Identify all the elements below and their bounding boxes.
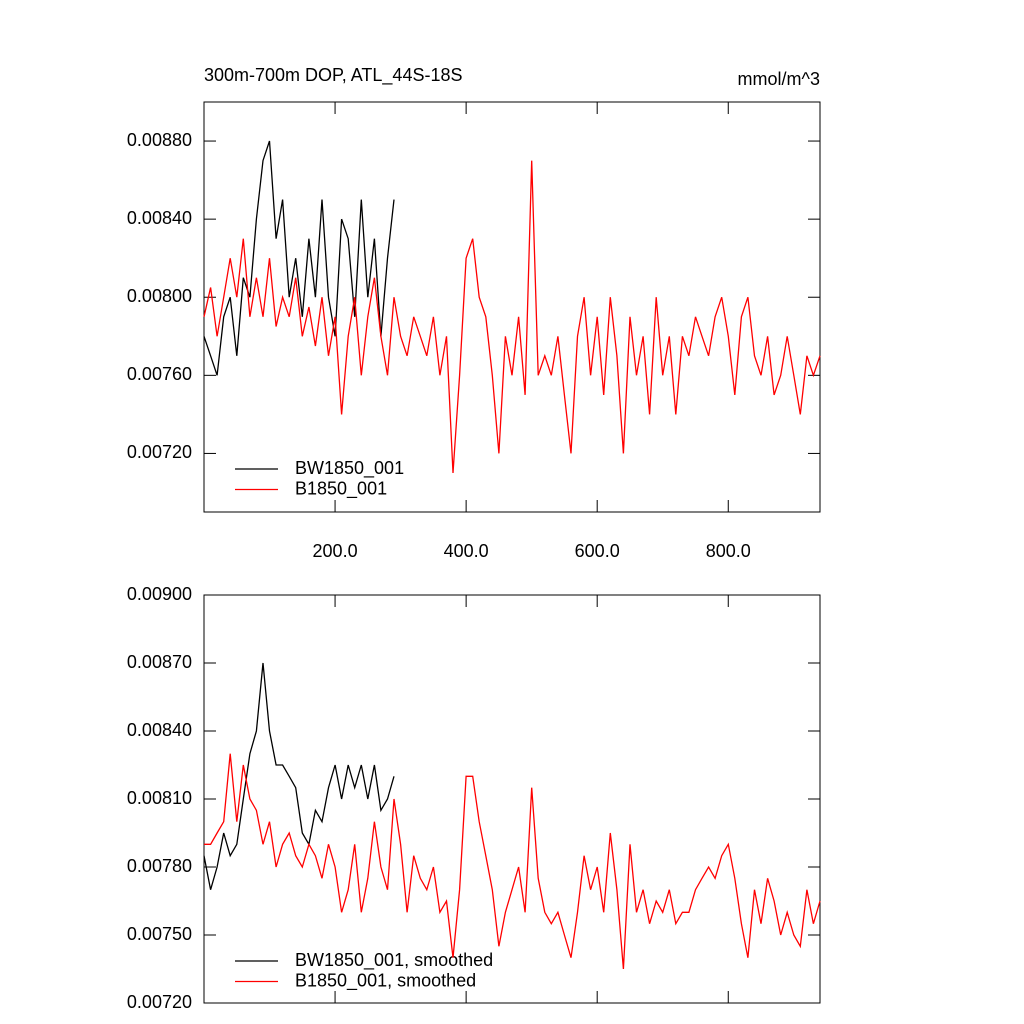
y-tick-label: 0.00720 [127,992,192,1012]
y-tick-label: 0.00750 [127,924,192,944]
legend-label: B1850_001, smoothed [295,970,476,991]
y-tick-label: 0.00810 [127,788,192,808]
legend-label: B1850_001 [295,478,387,499]
series-line [203,140,395,376]
x-tick-label: 600.0 [575,541,620,561]
x-tick-label: 200.0 [313,541,358,561]
y-tick-label: 0.00840 [127,208,192,228]
y-tick-label: 0.00880 [127,130,192,150]
legend-label: BW1850_001 [295,458,404,479]
series-line [203,662,395,890]
legend-label: BW1850_001, smoothed [295,950,493,971]
x-tick-label: 400.0 [444,541,489,561]
y-tick-label: 0.00760 [127,364,192,384]
chart-title: 300m-700m DOP, ATL_44S-18S [204,65,462,86]
plot-frame [203,594,821,1004]
y-tick-label: 0.00800 [127,286,192,306]
series-line [203,160,821,474]
units-label: mmol/m^3 [738,69,820,89]
y-tick-label: 0.00900 [127,584,192,604]
y-tick-label: 0.00780 [127,856,192,876]
series-line [204,753,821,970]
x-tick-label: 800.0 [706,541,751,561]
y-tick-label: 0.00840 [127,720,192,740]
plot-frame [203,101,821,513]
y-tick-label: 0.00870 [127,652,192,672]
y-tick-label: 0.00720 [127,442,192,462]
